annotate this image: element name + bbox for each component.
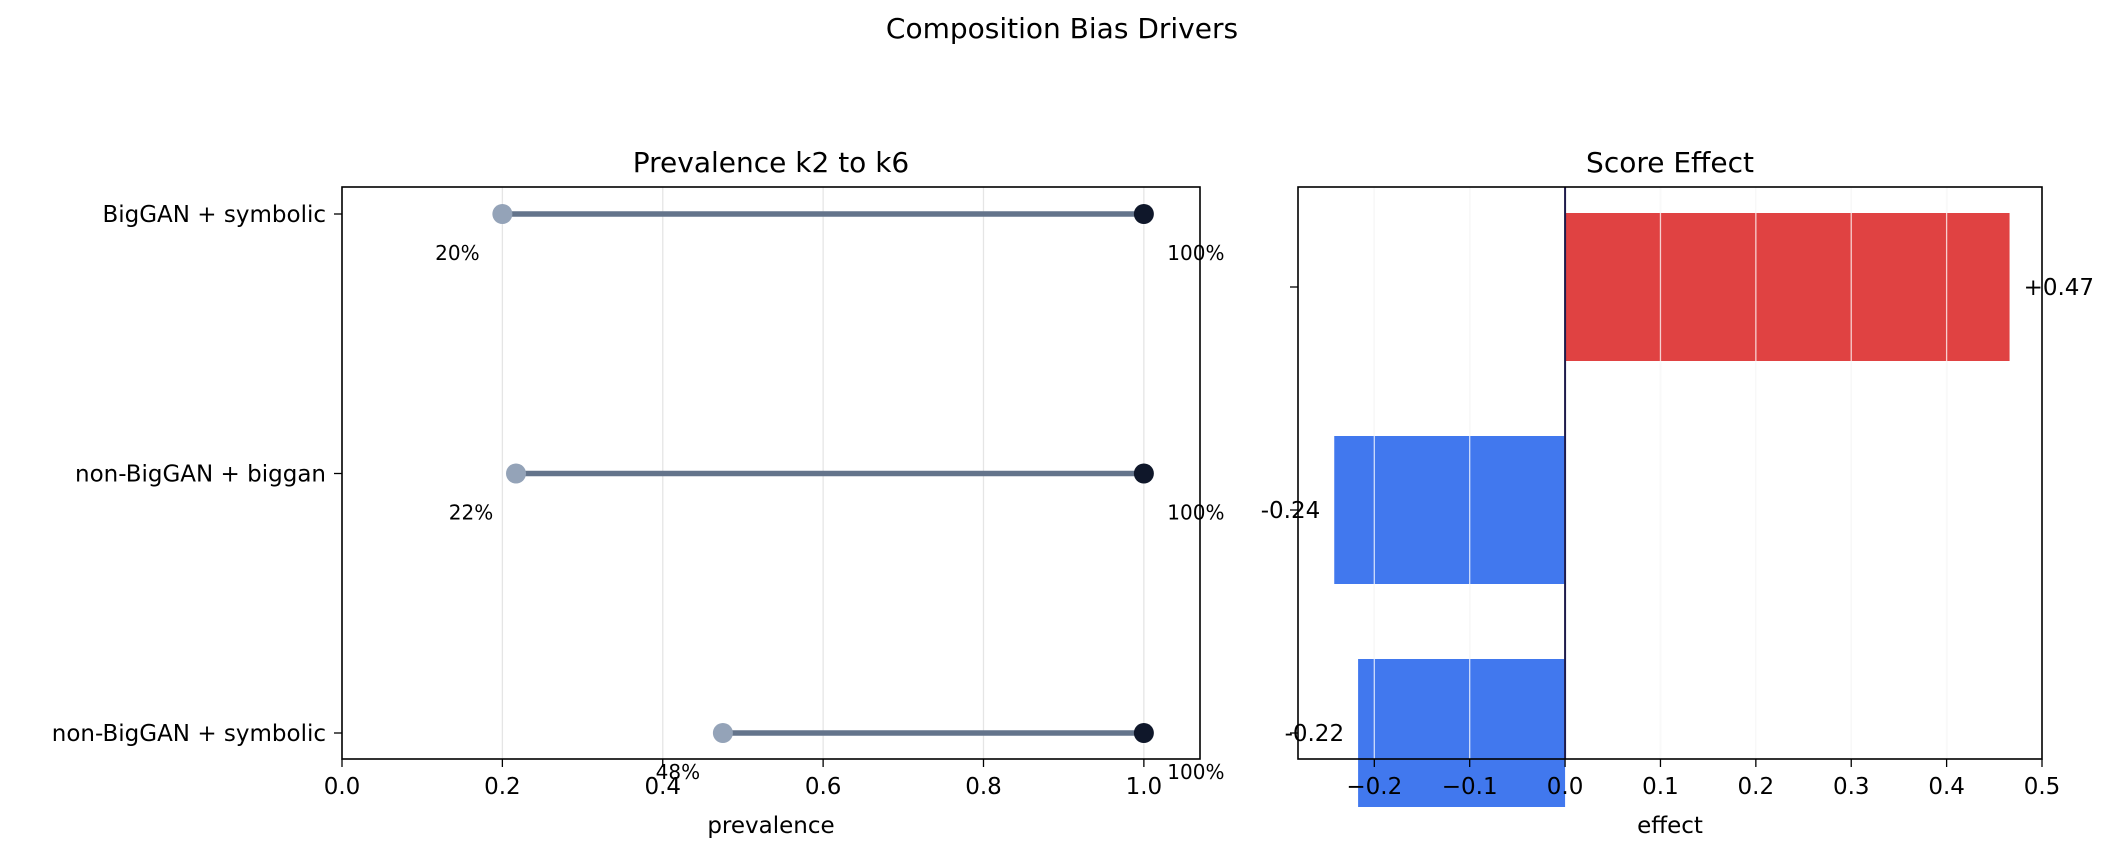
prevalence-x-tick-label: 0.0 xyxy=(324,774,361,800)
prevalence-end-label: 100% xyxy=(1167,760,1224,784)
prevalence-x-tick-label: 0.6 xyxy=(805,774,842,800)
prevalence-chart: Prevalence k2 to k6 20% 100%22% 100%48% 100… xyxy=(52,146,1225,839)
score-effect-plot-frame xyxy=(1297,186,2043,760)
prevalence-x-tick-label: 1.0 xyxy=(1126,774,1163,800)
prevalence-chart-title: Prevalence k2 to k6 xyxy=(633,146,910,179)
prevalence-end-point xyxy=(1133,204,1154,224)
score-effect-x-tick-label: −0.2 xyxy=(1346,774,1402,800)
score-effect-chart-title: Score Effect xyxy=(1586,146,1754,179)
score-effect-x-axis-label: effect xyxy=(1637,813,1703,839)
prevalence-x-tick-label: 0.8 xyxy=(965,774,1002,800)
score-effect-chart: Score Effect −0.2 −0.1 0.0 0.1 0.2 0.3 0.4 0.5 … xyxy=(1261,146,2094,839)
prevalence-start-label: 20% xyxy=(435,241,479,265)
prevalence-end-label: 100% xyxy=(1167,501,1224,525)
score-effect-x-tick-label: −0.1 xyxy=(1442,774,1498,800)
prevalence-x-tick-label: 0.2 xyxy=(484,774,521,800)
prevalence-y-tick-label: BigGAN + symbolic xyxy=(102,202,326,228)
prevalence-y-tick-label: non-BigGAN + symbolic xyxy=(52,721,326,747)
prevalence-start-point xyxy=(506,463,527,484)
prevalence-start-point xyxy=(492,204,513,224)
score-effect-bar xyxy=(1334,436,1566,584)
prevalence-y-ticks: BigGAN + symbolic non-BigGAN + biggan non-… xyxy=(52,202,342,747)
prevalence-start-label: 22% xyxy=(449,501,493,525)
prevalence-start-point xyxy=(712,723,733,743)
score-effect-value-label: -0.24 xyxy=(1261,498,1321,524)
score-effect-x-tick-label: 0.5 xyxy=(2024,774,2061,800)
prevalence-y-tick-label: non-BigGAN + biggan xyxy=(75,462,326,488)
score-effect-bar xyxy=(1358,659,1566,807)
prevalence-end-point xyxy=(1133,463,1154,484)
score-effect-x-tick-label: 0.3 xyxy=(1833,774,1870,800)
score-effect-value-label: -0.22 xyxy=(1285,721,1345,747)
score-effect-value-labels: +0.47 -0.24 -0.22 xyxy=(1261,275,2094,747)
score-effect-y-ticks xyxy=(1290,286,1298,734)
prevalence-x-tick-label: 0.4 xyxy=(644,774,681,800)
prevalence-marks: 20% 100%22% 100%48% 100% xyxy=(435,204,1224,784)
score-effect-bar xyxy=(1565,213,2010,361)
prevalence-x-axis-label: prevalence xyxy=(707,813,834,839)
score-effect-x-tick-label: 0.0 xyxy=(1547,774,1584,800)
score-effect-x-tick-label: 0.2 xyxy=(1738,774,1775,800)
prevalence-end-point xyxy=(1133,723,1154,743)
score-effect-x-ticks: −0.2 −0.1 0.0 0.1 0.2 0.3 0.4 0.5 xyxy=(1346,759,2060,800)
prevalence-x-ticks: 0.0 0.2 0.4 0.6 0.8 1.0 xyxy=(324,759,1162,800)
score-effect-bars xyxy=(1334,213,2010,807)
prevalence-end-label: 100% xyxy=(1167,241,1224,265)
score-effect-x-tick-label: 0.4 xyxy=(1928,774,1965,800)
score-effect-x-tick-label: 0.1 xyxy=(1642,774,1679,800)
figure-suptitle: Composition Bias Drivers xyxy=(886,12,1238,45)
score-effect-value-label: +0.47 xyxy=(2024,275,2094,301)
